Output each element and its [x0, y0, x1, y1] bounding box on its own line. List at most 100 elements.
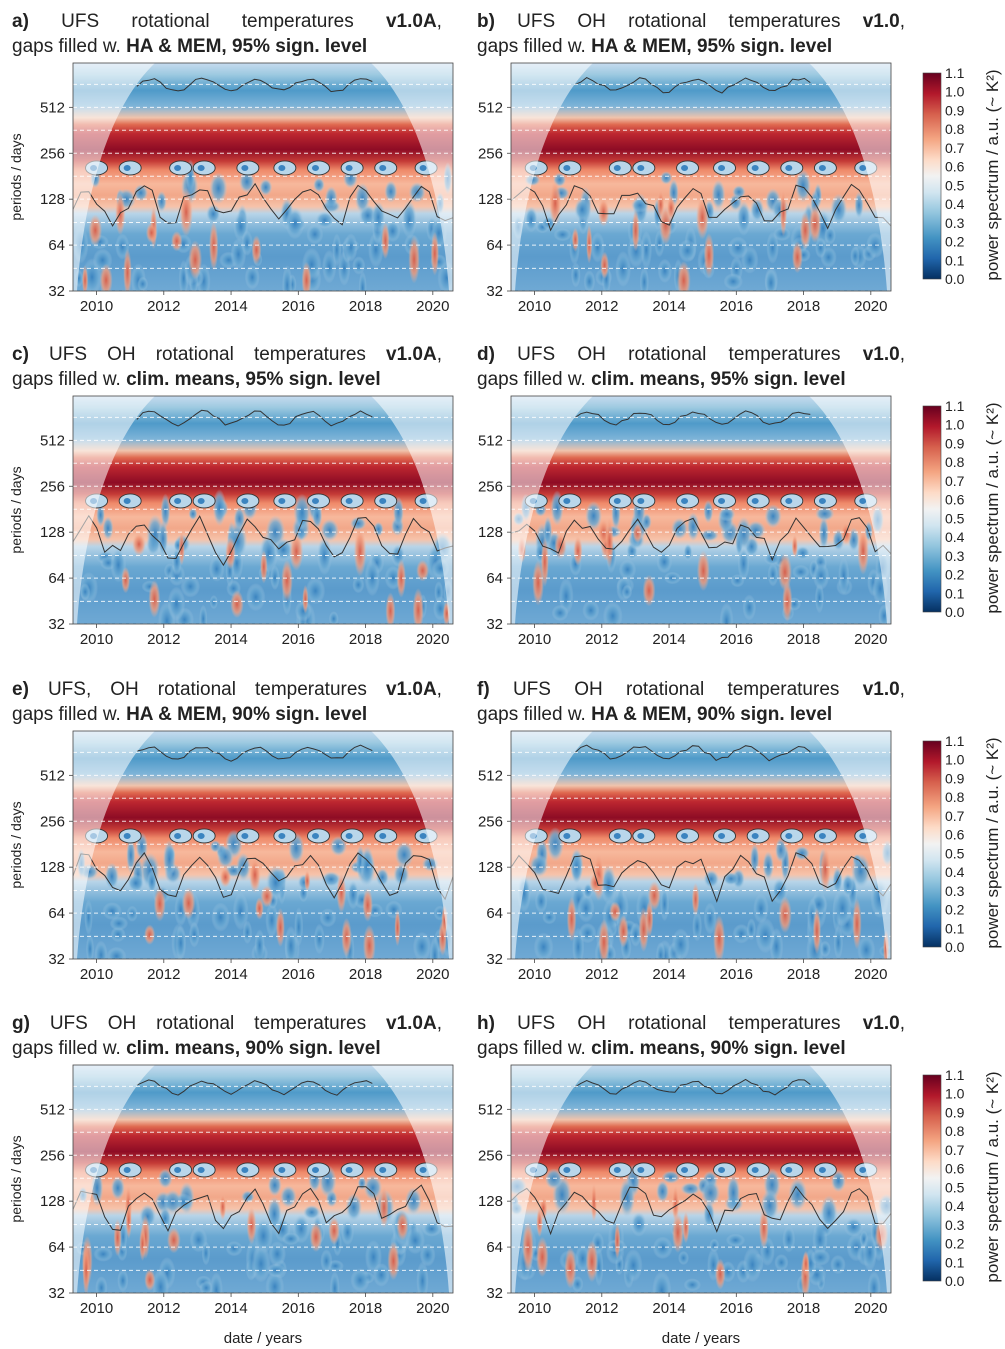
cone-of-influence [511, 1065, 593, 1293]
cone-of-influence [809, 1065, 891, 1293]
low-power-spot [722, 871, 740, 886]
high-power-spot [144, 924, 156, 945]
low-power-spot [730, 574, 745, 588]
low-power-spot [751, 832, 759, 839]
colorbar-tick-label: 0.6 [945, 827, 965, 843]
low-power-spot [110, 926, 126, 943]
low-power-spot [197, 164, 205, 171]
y-tick-label: 512 [40, 1101, 65, 1118]
low-power-spot [358, 270, 367, 291]
low-power-spot [401, 200, 417, 239]
version-label: v1.0A [385, 11, 437, 32]
x-tick-label: 2020 [854, 298, 887, 315]
high-power-spot [598, 918, 610, 959]
version-label: v1.0 [862, 344, 900, 365]
low-power-spot [244, 264, 260, 290]
high-power-spot [618, 915, 629, 948]
colorbar-tick-label: 0.0 [945, 271, 965, 287]
x-tick-label: 2016 [720, 631, 753, 648]
colorbar-tick-label: 0.0 [945, 939, 965, 955]
low-power-spot [94, 940, 108, 959]
panel-a: 512 256 128 64 32 2010 2012 2014 2016 2018 2020 per… [8, 62, 454, 315]
low-power-spot [652, 1270, 672, 1293]
colorbar-tick-label: 0.0 [945, 1273, 965, 1289]
high-power-spot [328, 1216, 340, 1245]
high-power-spot [758, 1207, 769, 1249]
low-power-spot [278, 1166, 286, 1173]
title-word: UFS [49, 344, 87, 365]
high-power-spot [412, 588, 424, 624]
high-power-spot [309, 1221, 323, 1253]
low-power-spot [788, 1177, 808, 1211]
low-power-spot [270, 565, 280, 591]
x-tick-label: 2010 [80, 298, 113, 315]
title-word: rotational [156, 1013, 235, 1034]
low-power-spot [659, 171, 673, 185]
low-power-spot [285, 207, 305, 240]
low-power-spot [133, 184, 148, 202]
low-power-spot [762, 851, 774, 881]
y-tick-label: 64 [48, 237, 65, 254]
high-power-spot [82, 1244, 90, 1293]
y-tick-label: 64 [48, 905, 65, 922]
x-tick-label: 2020 [416, 1300, 449, 1317]
gap-method-label: HA & MEM, 90% sign. level [591, 704, 833, 725]
version-label: v1.0 [862, 679, 900, 700]
y-tick-label: 64 [486, 905, 503, 922]
low-power-spot [582, 599, 600, 621]
high-power-spot [249, 856, 261, 893]
low-power-spot [371, 201, 386, 233]
low-power-spot [152, 1268, 169, 1293]
high-power-spot [539, 1196, 548, 1221]
low-power-spot [109, 916, 129, 931]
low-power-spot [750, 197, 765, 223]
low-power-spot [824, 226, 836, 245]
plot-border [72, 730, 454, 960]
panel-label: b) [477, 11, 495, 32]
low-power-spot [867, 1271, 881, 1293]
low-power-spot [102, 902, 122, 921]
low-power-spot [830, 193, 848, 226]
colorbar-tick-label: 0.9 [945, 770, 965, 786]
colorbar-tick-label: 0.4 [945, 196, 965, 212]
low-power-spot [736, 200, 751, 236]
low-power-spot [329, 836, 348, 857]
low-power-spot [379, 497, 387, 504]
x-tick-label: 2018 [787, 298, 820, 315]
low-power-spot [764, 504, 782, 529]
low-power-spot [265, 902, 279, 938]
low-power-spot [841, 873, 854, 898]
colorbar-tick-label: 0.9 [945, 1104, 965, 1120]
high-power-spot [353, 526, 367, 577]
panel-label: a) [12, 11, 29, 32]
low-power-spot [320, 518, 339, 542]
high-power-spot [666, 195, 676, 221]
x-tick-label: 2018 [349, 966, 382, 983]
title-word: rotational [628, 1013, 707, 1034]
title-word: rotational [626, 679, 705, 700]
colorbar-tick-label: 0.8 [945, 1123, 965, 1139]
colorbar-tick-label: 0.3 [945, 548, 965, 564]
high-power-spot [631, 209, 640, 252]
x-tick-label: 2020 [416, 298, 449, 315]
high-power-spot [696, 550, 710, 592]
low-power-spot [718, 506, 736, 522]
gap-method-label: HA & MEM, 90% sign. level [126, 704, 368, 725]
x-tick-label: 2012 [147, 631, 180, 648]
high-power-spot [188, 240, 203, 280]
low-power-spot [814, 582, 825, 614]
plot-border [72, 395, 454, 625]
significance-contour [136, 744, 373, 762]
high-power-spot [819, 846, 832, 892]
x-tick-label: 2018 [787, 1300, 820, 1317]
low-power-spot [602, 601, 623, 624]
low-power-spot [574, 197, 591, 222]
high-power-spot [301, 261, 312, 291]
x-axis-label: date / years [662, 1330, 740, 1347]
low-power-spot [751, 164, 759, 171]
cone-of-influence [371, 1065, 453, 1293]
low-power-spot [197, 497, 205, 504]
low-power-spot [737, 546, 750, 581]
high-power-spot [792, 241, 803, 274]
low-power-spot [630, 922, 642, 947]
